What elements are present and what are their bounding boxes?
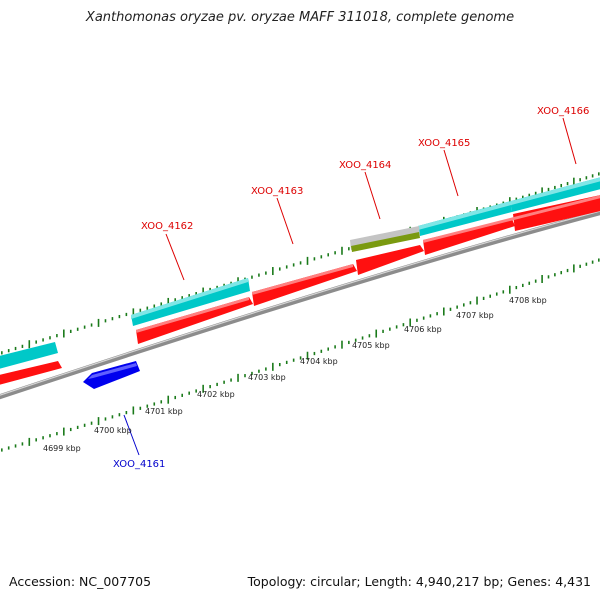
leader-line-XOO_4166	[562, 117, 577, 165]
gene-arrow-XOO_4165[interactable]	[423, 219, 515, 255]
leader-line-XOO_4163	[276, 197, 294, 245]
gene-label-XOO_4161[interactable]: XOO_4161	[113, 459, 165, 470]
cog-track	[0, 177, 600, 370]
gene-label-XOO_4166[interactable]: XOO_4166	[537, 106, 589, 117]
plus-strand-genes	[0, 194, 600, 386]
scale-label: 4704 kbp	[300, 357, 338, 366]
other-track	[350, 226, 420, 252]
leader-line-XOO_4165	[443, 149, 459, 197]
scale-label: 4700 kbp	[94, 426, 132, 435]
gene-labels: XOO_4161 XOO_4162 XOO_4163 XOO_4164 XOO_…	[113, 106, 589, 470]
gene-arrow-shine	[136, 297, 249, 333]
genome-backbone-highlight	[0, 210, 600, 396]
leader-line-XOO_4161	[123, 414, 140, 456]
lower-tick-row	[1, 258, 600, 452]
cog-block[interactable]	[0, 342, 58, 370]
gene-arrow-XOO_4164[interactable]	[356, 245, 424, 275]
olive-block[interactable]	[351, 232, 420, 252]
scale-label: 4702 kbp	[197, 390, 235, 399]
cog-block-highlight	[418, 177, 600, 230]
gene-arrow-XOO_4160[interactable]	[0, 361, 62, 386]
scale-labels: 4699 kbp 4700 kbp 4701 kbp 4702 kbp 4703…	[43, 296, 547, 453]
gene-label-XOO_4164[interactable]: XOO_4164	[339, 160, 391, 171]
label-leaders	[123, 117, 577, 456]
map-title: Xanthomonas oryzae pv. oryzae MAFF 31101…	[85, 10, 515, 25]
scale-label: 4703 kbp	[248, 373, 286, 382]
cog-block-highlight	[131, 278, 248, 319]
gene-arrow-shine	[88, 363, 137, 379]
gene-label-XOO_4165[interactable]: XOO_4165	[418, 138, 470, 149]
genome-backbone	[0, 210, 600, 400]
scale-label: 4705 kbp	[352, 341, 390, 350]
gene-arrow-shine	[252, 264, 353, 295]
gene-arrow-shine	[423, 195, 600, 243]
scale-label: 4701 kbp	[145, 407, 183, 416]
leader-line-XOO_4162	[165, 233, 185, 281]
gene-arrow-XOO_4166[interactable]	[513, 194, 600, 231]
gene-label-XOO_4163[interactable]: XOO_4163	[251, 186, 303, 197]
scale-label: 4699 kbp	[43, 444, 81, 453]
gene-arrow-XOO_4163[interactable]	[252, 264, 357, 306]
leader-line-XOO_4164	[364, 171, 381, 220]
gene-label-XOO_4162[interactable]: XOO_4162	[141, 221, 193, 232]
gene-arrow-XOO_4162[interactable]	[136, 297, 253, 344]
genome-summary-text: Topology: circular; Length: 4,940,217 bp…	[247, 574, 591, 589]
scale-label: 4707 kbp	[456, 311, 494, 320]
scale-label: 4708 kbp	[509, 296, 547, 305]
scale-label: 4706 kbp	[404, 325, 442, 334]
accession-text: Accession: NC_007705	[9, 574, 152, 589]
